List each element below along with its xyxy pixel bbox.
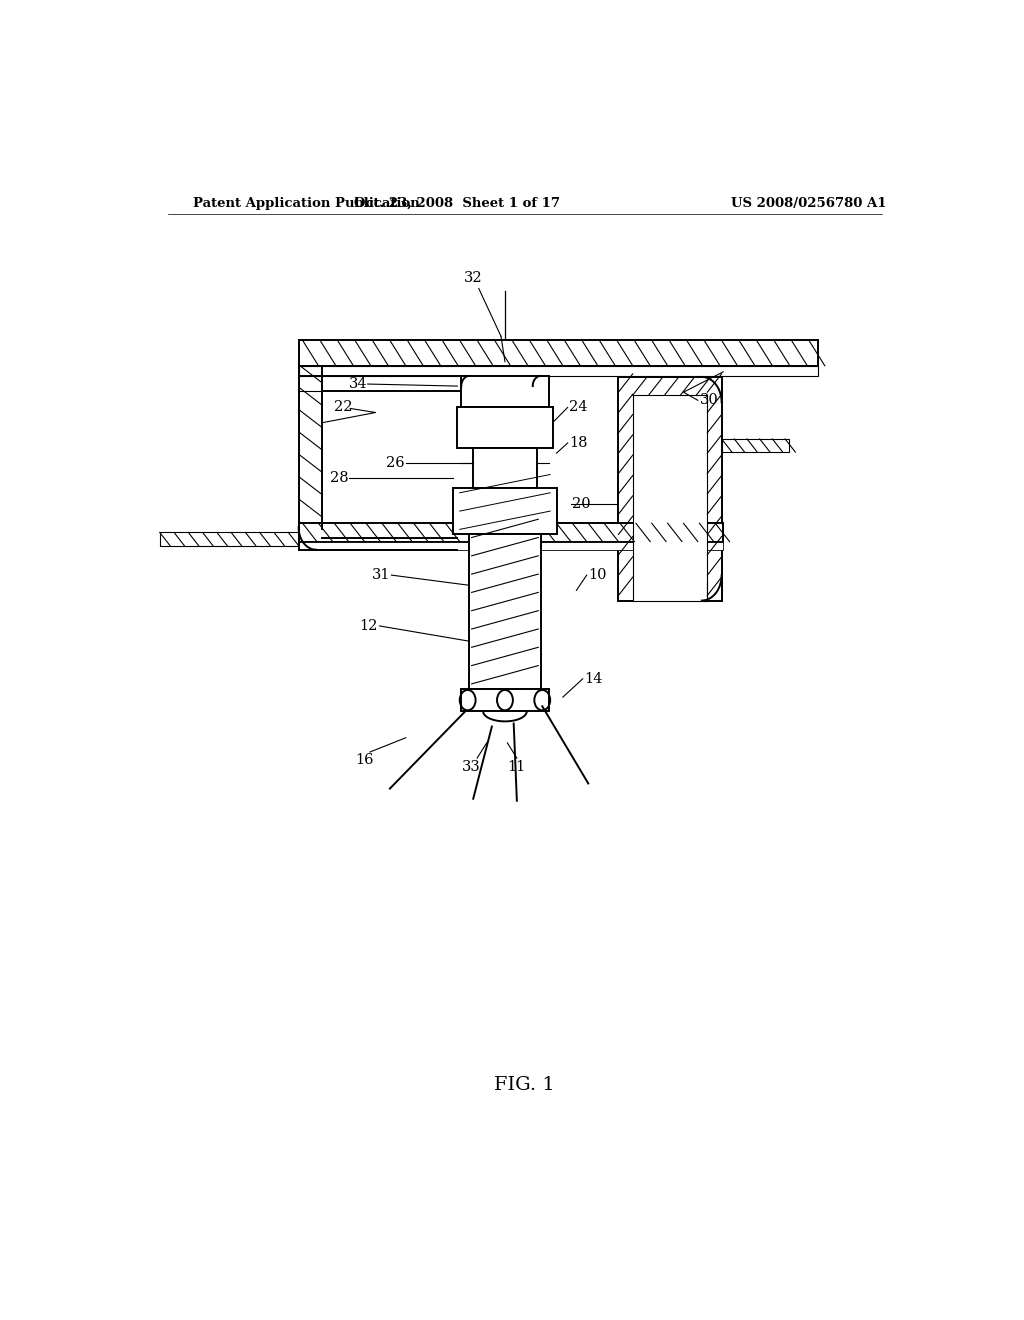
Bar: [461, 689, 549, 711]
Text: FIG. 1: FIG. 1: [495, 1076, 555, 1094]
Text: 32: 32: [464, 272, 482, 285]
Bar: [299, 366, 818, 376]
Bar: [469, 535, 541, 689]
Bar: [160, 532, 299, 545]
Bar: [299, 341, 818, 366]
Text: Patent Application Publication: Patent Application Publication: [194, 197, 420, 210]
Text: 14: 14: [585, 672, 603, 686]
Text: 22: 22: [334, 400, 353, 414]
Text: 10: 10: [588, 568, 607, 582]
Text: 31: 31: [372, 568, 390, 582]
Bar: [473, 447, 537, 487]
Text: 11: 11: [508, 760, 526, 774]
Bar: [633, 395, 708, 601]
Text: US 2008/0256780 A1: US 2008/0256780 A1: [731, 197, 887, 210]
Text: 16: 16: [355, 752, 374, 767]
Text: 26: 26: [386, 457, 404, 470]
Text: Oct. 23, 2008  Sheet 1 of 17: Oct. 23, 2008 Sheet 1 of 17: [354, 197, 560, 210]
Bar: [454, 487, 557, 535]
Bar: [461, 376, 549, 408]
Bar: [458, 408, 553, 447]
Text: 24: 24: [569, 400, 588, 414]
Text: 34: 34: [348, 378, 368, 391]
Bar: [722, 440, 790, 453]
Text: 28: 28: [331, 470, 349, 484]
Text: 20: 20: [572, 496, 591, 511]
Bar: [618, 378, 722, 601]
Text: 18: 18: [569, 436, 588, 450]
Text: 33: 33: [462, 760, 480, 774]
Text: 12: 12: [359, 619, 378, 634]
Bar: [299, 541, 723, 549]
Bar: [299, 523, 723, 541]
Text: 30: 30: [699, 393, 718, 408]
